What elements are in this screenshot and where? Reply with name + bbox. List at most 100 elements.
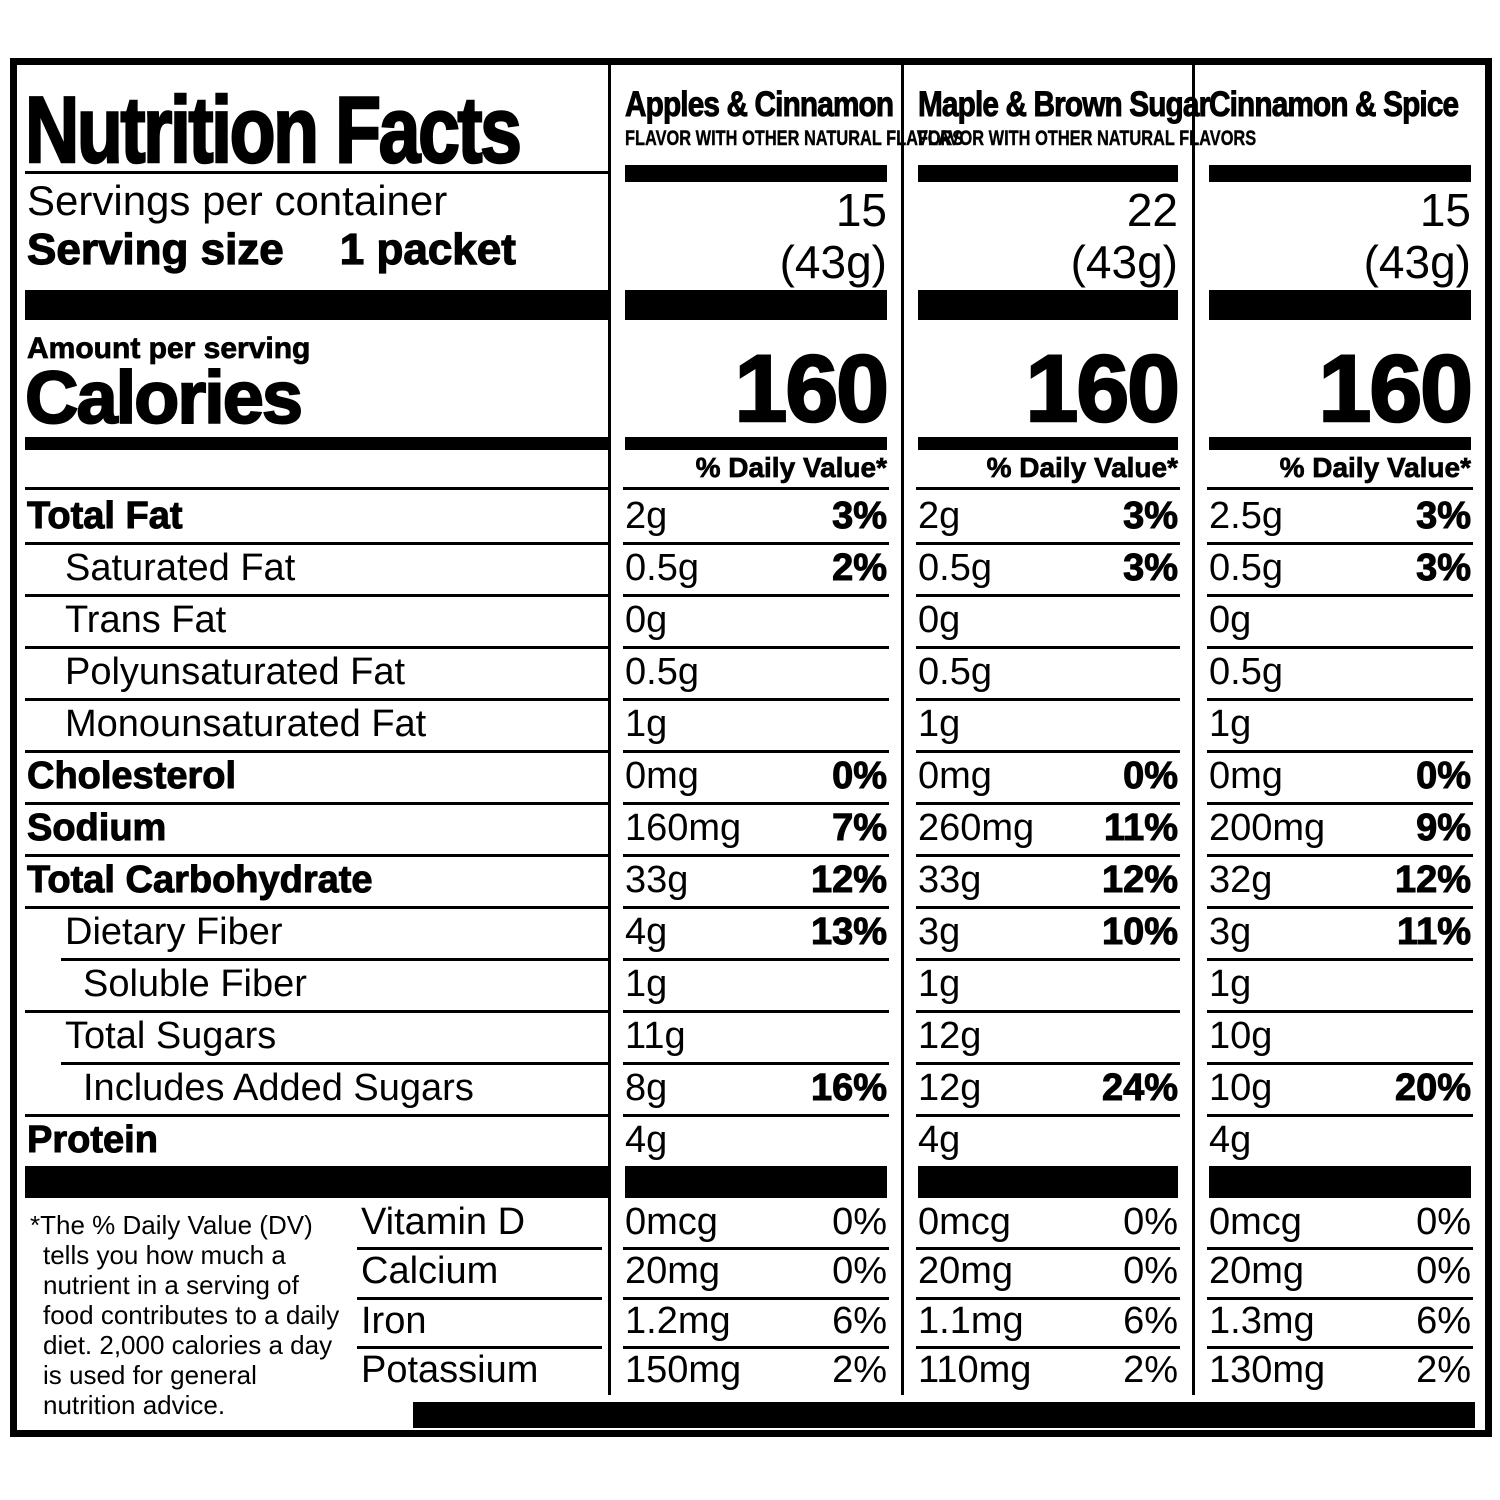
nutrient-daily-value: 13% bbox=[810, 910, 887, 953]
nutrient-label: Saturated Fat bbox=[65, 546, 296, 589]
divider-bar-thick bbox=[25, 1166, 608, 1198]
nutrient-value-row: 12g 24% bbox=[904, 1062, 1192, 1114]
nutrient-amount: 1g bbox=[625, 702, 668, 745]
serving-weight: (43g) bbox=[779, 236, 887, 288]
nutrient-amount: 3g bbox=[918, 910, 961, 953]
flavor-name: Maple & Brown Sugar bbox=[918, 85, 1211, 125]
nutrient-daily-value: 20% bbox=[1394, 1066, 1471, 1109]
vitamin-amount: 1.2mg bbox=[625, 1299, 731, 1342]
nutrient-value-rows: 2g 3% 0.5g 2% 0g 0.5g 1g 0mg 0% 160mg 7% 33g 12% 4g 13… bbox=[611, 490, 901, 1166]
nutrient-value-row: 10g bbox=[1195, 1010, 1485, 1062]
calories-zone: Amount per serving Calories bbox=[17, 320, 608, 438]
serving-weight: (43g) bbox=[1070, 236, 1178, 288]
nutrient-amount: 1g bbox=[625, 962, 668, 1005]
label-box: Nutrition Facts Servings per container S… bbox=[10, 58, 1492, 1437]
vitamin-name: Potassium bbox=[361, 1348, 539, 1391]
vitamin-amount: 0mcg bbox=[1209, 1201, 1302, 1244]
flavor-column-apples-cinnamon: Apples & Cinnamon FLAVOR WITH OTHER NATU… bbox=[611, 65, 963, 1395]
dv-header-zone: % Daily Value* bbox=[611, 450, 901, 490]
nutrient-value-row: 2g 3% bbox=[904, 490, 1192, 542]
vitamin-value-row: 20mg 0% bbox=[904, 1247, 1192, 1296]
divider-bar-thick bbox=[918, 1166, 1178, 1198]
nutrient-label: Total Sugars bbox=[65, 1014, 277, 1057]
nutrient-label-row: Trans Fat bbox=[17, 594, 608, 646]
calories-value: 160 bbox=[1317, 336, 1474, 442]
vitamin-name: Calcium bbox=[361, 1250, 499, 1293]
vitamin-value-row: 0mcg 0% bbox=[1195, 1198, 1485, 1247]
nutrient-value-row: 0g bbox=[904, 594, 1192, 646]
nutrient-value-row: 4g bbox=[1195, 1114, 1485, 1166]
header-bar bbox=[1209, 165, 1471, 182]
nutrient-value-row: 0mg 0% bbox=[611, 750, 901, 802]
vitamin-value-rows: 0mcg 0% 20mg 0% 1.3mg 6% 130mg 2% bbox=[1195, 1198, 1485, 1395]
nutrient-value-row: 0g bbox=[611, 594, 901, 646]
nutrient-label-row: Soluble Fiber bbox=[17, 958, 608, 1010]
nutrient-daily-value: 16% bbox=[810, 1066, 887, 1109]
nutrient-amount: 0.5g bbox=[625, 546, 699, 589]
nutrient-daily-value: 3% bbox=[1123, 546, 1179, 589]
divider-bar-medium bbox=[918, 437, 1178, 450]
nutrient-label-row: Cholesterol bbox=[17, 750, 608, 802]
nutrient-value-row: 0.5g bbox=[611, 646, 901, 698]
nutrient-value-rows: 2g 3% 0.5g 3% 0g 0.5g 1g 0mg 0% 260mg 11% 33g 12% 3g 1… bbox=[904, 490, 1192, 1166]
flavor-column-maple-brown-sugar: Maple & Brown Sugar FLAVOR WITH OTHER NA… bbox=[904, 65, 1256, 1395]
vitamin-daily-value: 0% bbox=[832, 1201, 887, 1244]
bottom-bar bbox=[413, 1402, 1475, 1428]
nutrient-value-row: 3g 11% bbox=[1195, 906, 1485, 958]
nutrient-label-row: Monounsaturated Fat bbox=[17, 698, 608, 750]
nutrient-daily-value: 12% bbox=[1394, 858, 1471, 901]
nutrient-amount: 260mg bbox=[918, 806, 1035, 849]
nutrient-amount: 1g bbox=[1209, 702, 1252, 745]
dv-header-zone bbox=[17, 450, 608, 490]
nutrient-amount: 200mg bbox=[1209, 806, 1326, 849]
vitamin-value-row: 0mcg 0% bbox=[611, 1198, 901, 1247]
nutrient-value-rows: 2.5g 3% 0.5g 3% 0g 0.5g 1g 0mg 0% 200mg 9% 32g 12% 3g… bbox=[1195, 490, 1485, 1166]
nutrient-label-rows: Total Fat Saturated Fat Trans Fat Polyunsat… bbox=[17, 490, 608, 1166]
nutrient-label: Total Carbohydrate bbox=[27, 858, 374, 901]
nutrient-amount: 1g bbox=[918, 962, 961, 1005]
nutrient-amount: 4g bbox=[625, 1118, 668, 1161]
nutrient-daily-value: 3% bbox=[832, 494, 888, 537]
serving-size-value: 1 packet bbox=[339, 224, 516, 274]
vitamin-daily-value: 0% bbox=[1123, 1201, 1178, 1244]
nutrient-label: Trans Fat bbox=[65, 598, 227, 641]
divider-bar-thick bbox=[918, 290, 1178, 320]
vitamin-amount: 150mg bbox=[625, 1348, 742, 1391]
calories-zone: 160 bbox=[1195, 320, 1485, 442]
vitamin-name-list: Vitamin D Calcium Iron Potassium bbox=[357, 1198, 608, 1395]
nutrient-daily-value: 0% bbox=[1123, 754, 1179, 797]
nutrient-value-row: 0.5g bbox=[1195, 646, 1485, 698]
vitamin-daily-value: 2% bbox=[832, 1348, 887, 1391]
flavor-name: Cinnamon & Spice bbox=[1209, 85, 1460, 125]
servings-count: 15 bbox=[1419, 184, 1471, 236]
vitamin-value-row: 1.3mg 6% bbox=[1195, 1296, 1485, 1346]
column-divider bbox=[1192, 65, 1195, 1395]
vitamin-name-row: Iron bbox=[357, 1296, 608, 1346]
vitamin-value-row: 1.2mg 6% bbox=[611, 1296, 901, 1346]
nutrient-amount: 4g bbox=[625, 910, 668, 953]
nutrient-amount: 10g bbox=[1209, 1014, 1273, 1057]
vitamin-value-row: 130mg 2% bbox=[1195, 1345, 1485, 1395]
nutrient-amount: 1g bbox=[1209, 962, 1252, 1005]
nutrient-label-row: Protein bbox=[17, 1114, 608, 1166]
nutrient-value-row: 1g bbox=[611, 698, 901, 750]
servings-per-container-label: Servings per container bbox=[27, 177, 448, 224]
dv-header: % Daily Value* bbox=[1279, 452, 1471, 484]
vitamin-daily-value: 2% bbox=[1123, 1348, 1178, 1391]
nutrient-value-row: 260mg 11% bbox=[904, 802, 1192, 854]
vitamin-amount: 110mg bbox=[918, 1348, 1032, 1391]
vitamin-amount: 0mcg bbox=[625, 1201, 718, 1244]
nutrient-value-row: 12g bbox=[904, 1010, 1192, 1062]
vitamin-daily-value: 0% bbox=[832, 1250, 887, 1293]
calories-zone: 160 bbox=[904, 320, 1192, 438]
nutrient-amount: 32g bbox=[1209, 858, 1273, 901]
nutrient-amount: 0mg bbox=[625, 754, 699, 797]
vitamin-value-row: 1.1mg 6% bbox=[904, 1296, 1192, 1346]
divider-bar-thick bbox=[625, 1166, 887, 1198]
nutrient-label-row: Saturated Fat bbox=[17, 542, 608, 594]
label-header: Nutrition Facts Servings per container S… bbox=[17, 65, 608, 290]
vitamin-value-rows: 0mcg 0% 20mg 0% 1.1mg 6% 110mg 2% bbox=[904, 1198, 1192, 1395]
calories-value: 160 bbox=[733, 336, 890, 442]
nutrient-label: Soluble Fiber bbox=[83, 962, 307, 1005]
divider-bar-medium bbox=[25, 437, 608, 450]
